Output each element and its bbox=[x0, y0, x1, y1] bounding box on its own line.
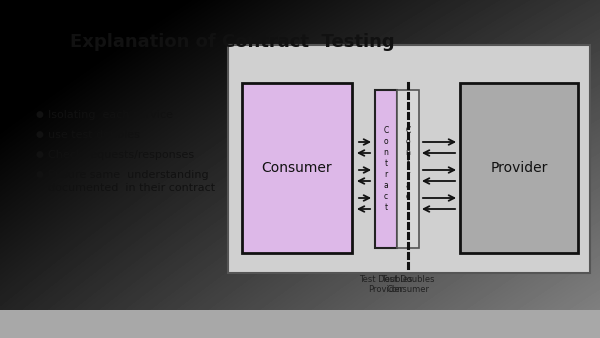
Text: ●: ● bbox=[35, 170, 43, 179]
Bar bbox=[242, 83, 352, 253]
Text: C
o
n
t
r
a
c
t: C o n t r a c t bbox=[383, 126, 389, 212]
Bar bbox=[0, 310, 600, 338]
Text: ●: ● bbox=[35, 110, 43, 119]
Text: Test Doubles
Provider: Test Doubles Provider bbox=[359, 275, 413, 294]
Bar bbox=[397, 90, 419, 248]
Text: Ensure same  understanding
documented  in their contract: Ensure same understanding documented in … bbox=[48, 170, 215, 193]
Text: Isolating  each service: Isolating each service bbox=[48, 110, 173, 120]
Bar bbox=[375, 90, 397, 248]
Text: Explanation of Contract  Testing: Explanation of Contract Testing bbox=[70, 33, 395, 51]
Bar bbox=[228, 45, 590, 273]
Text: Check requests/responses: Check requests/responses bbox=[48, 150, 194, 160]
Bar bbox=[460, 83, 578, 253]
Text: use test doubles: use test doubles bbox=[48, 130, 140, 140]
Text: Provider: Provider bbox=[490, 161, 548, 175]
Text: Test Doubles
Consumer: Test Doubles Consumer bbox=[381, 275, 435, 294]
Text: C
o
n
t
r
a
c
t: C o n t r a c t bbox=[406, 126, 410, 212]
Text: Consumer: Consumer bbox=[262, 161, 332, 175]
Text: ●: ● bbox=[35, 150, 43, 159]
Text: ●: ● bbox=[35, 130, 43, 139]
